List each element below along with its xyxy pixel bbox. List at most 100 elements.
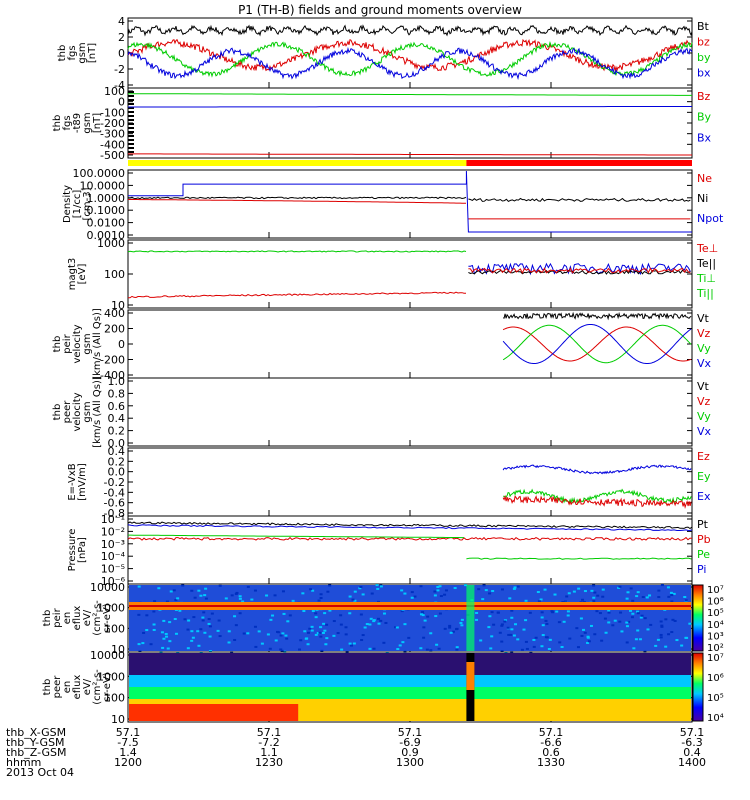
- peir-spec-cell: [479, 639, 483, 642]
- temperature-ytick-label: 1000: [97, 237, 125, 250]
- peir-spec-cell: [141, 642, 145, 645]
- peir-spec-cell: [510, 609, 514, 612]
- peir-spec-ylabel: en: [62, 612, 73, 625]
- peir-spec-cell: [451, 630, 455, 633]
- peir-spec-cell: [152, 628, 156, 631]
- peir-spec-cell: [595, 610, 599, 613]
- footer-row-label: thb_Y-GSM: [6, 736, 65, 749]
- efield-ytick-label: -0.4: [104, 486, 125, 499]
- fgs-t89-ytick-label: -100: [100, 106, 125, 119]
- peir-spec-cell: [377, 622, 381, 625]
- peir-spec-cell: [593, 633, 597, 636]
- footer-value: 1330: [537, 756, 565, 769]
- peir-velocity-frame: [127, 309, 693, 379]
- peer-spec-ytick-label: 100: [104, 692, 125, 705]
- peir-spec-cell: [377, 617, 381, 620]
- peir-velocity-ylabel: [km/s (All Qs)]: [92, 308, 103, 380]
- peir-spec-cell: [314, 616, 318, 619]
- peir-spec-cell: [657, 589, 661, 592]
- peir-spec-cell: [613, 619, 617, 622]
- footer-value: 1.4: [119, 746, 137, 759]
- peir-spec-cell: [241, 600, 245, 603]
- peir-spec-cell: [152, 610, 156, 613]
- peir-spec-cell: [498, 631, 502, 634]
- peer-velocity-ytick-label: 0.4: [108, 412, 126, 425]
- temperature-legend-1: Te||: [696, 257, 716, 270]
- peir-spec-cell: [186, 628, 190, 631]
- peir-spec-cell: [379, 619, 383, 622]
- peir-spec-cell: [596, 594, 600, 597]
- fgs-t89-ytick-label: 0: [118, 96, 125, 109]
- peir-spec-colorbar-label: 10⁵: [707, 608, 724, 619]
- peir-spec-cell: [422, 626, 426, 629]
- peir-spec-cell: [319, 597, 323, 600]
- peir-spec-cell: [477, 588, 481, 591]
- peir-spec-cell: [199, 628, 203, 631]
- pressure-ylabel: Pressure: [67, 529, 78, 572]
- peir-spec-cell: [401, 641, 405, 644]
- peir-spec-cell: [524, 619, 528, 622]
- peir-spec-cell: [375, 584, 379, 587]
- peir-spec-cell: [142, 631, 146, 634]
- peir-spec-cell: [230, 594, 234, 597]
- peer-spec-ytick-label: 10000: [90, 649, 125, 662]
- peir-spec-cell: [444, 589, 448, 592]
- pi-trace: [127, 524, 693, 532]
- peir-spec-cell: [636, 629, 640, 632]
- peir-spec-cell: [253, 589, 257, 592]
- peir-spec-cell: [419, 585, 423, 588]
- ex-trace: [502, 464, 692, 475]
- ni-trace-after: [468, 197, 691, 203]
- peir-spec-cell: [590, 589, 594, 592]
- peir-spec-cell: [274, 639, 278, 642]
- peir-spec-cell: [587, 640, 591, 643]
- peir-spec-cell: [506, 626, 510, 629]
- peir-spec-cell: [137, 643, 141, 646]
- peer-spec-gap-burst: [466, 662, 475, 690]
- peir-spec-ylabel: eflux: [72, 606, 83, 631]
- peir-spec-cell: [520, 648, 524, 651]
- peir-spec-cell: [684, 599, 688, 602]
- by-trace: [127, 40, 693, 78]
- fgs-legend-0: Bt: [697, 20, 710, 33]
- peir-spec-cell: [510, 616, 514, 619]
- density-ylabel: [cm-3]: [82, 187, 93, 220]
- peir-spec-cell: [339, 614, 343, 617]
- temperature-legend-3: Ti||: [696, 287, 714, 300]
- peer-spec-high-band: [129, 653, 691, 675]
- fgs-t89-ytick-label: -300: [100, 128, 125, 141]
- efield-ylabel: E=-VxB: [67, 463, 78, 500]
- peir-spec-cell: [547, 647, 551, 650]
- peir-spec-cell: [234, 624, 238, 627]
- peir-spec-cell: [643, 617, 647, 620]
- peir-spec-cell: [683, 595, 687, 598]
- peir-velocity-ylabel: gsm: [82, 333, 93, 354]
- peir-spec-cell: [434, 615, 438, 618]
- peir-velocity-legend-3: Vx: [697, 357, 712, 370]
- peir-spec-cell: [601, 588, 605, 591]
- peir-spec-cell: [174, 599, 178, 602]
- peer-velocity-ylabel: [km/s (All Qs)]: [92, 376, 103, 448]
- peir-spec-cell: [317, 599, 321, 602]
- fgs-t89-ylabel: thb: [52, 115, 63, 132]
- bt-trace: [127, 24, 693, 37]
- peer-spec-colorbar-label: 10⁷: [707, 653, 724, 664]
- peir-spec-cell: [620, 630, 624, 633]
- peir-spec-cell: [199, 651, 203, 654]
- peir-spec-cell: [537, 600, 541, 603]
- peir-spec-cell: [534, 636, 538, 639]
- peir-spec-cell: [233, 638, 237, 641]
- peir-spec-cell: [516, 585, 520, 588]
- peir-spec-cell: [271, 614, 275, 617]
- footer-value: -7.2: [258, 736, 279, 749]
- peer-velocity-ytick-label: 0.0: [108, 437, 126, 450]
- peer-spec-ylabel: eV/: [82, 678, 93, 695]
- peir-spec-cell: [398, 644, 402, 647]
- peir-spec-cell: [558, 641, 562, 644]
- peir-spec-cell: [660, 584, 664, 587]
- peir-velocity-ytick-label: 200: [104, 323, 125, 336]
- peir-spec-cell: [395, 626, 399, 629]
- footer-row-label: thb_X-GSM: [6, 726, 66, 739]
- peir-spec-cell: [162, 637, 166, 640]
- footer-value: 0.6: [542, 746, 560, 759]
